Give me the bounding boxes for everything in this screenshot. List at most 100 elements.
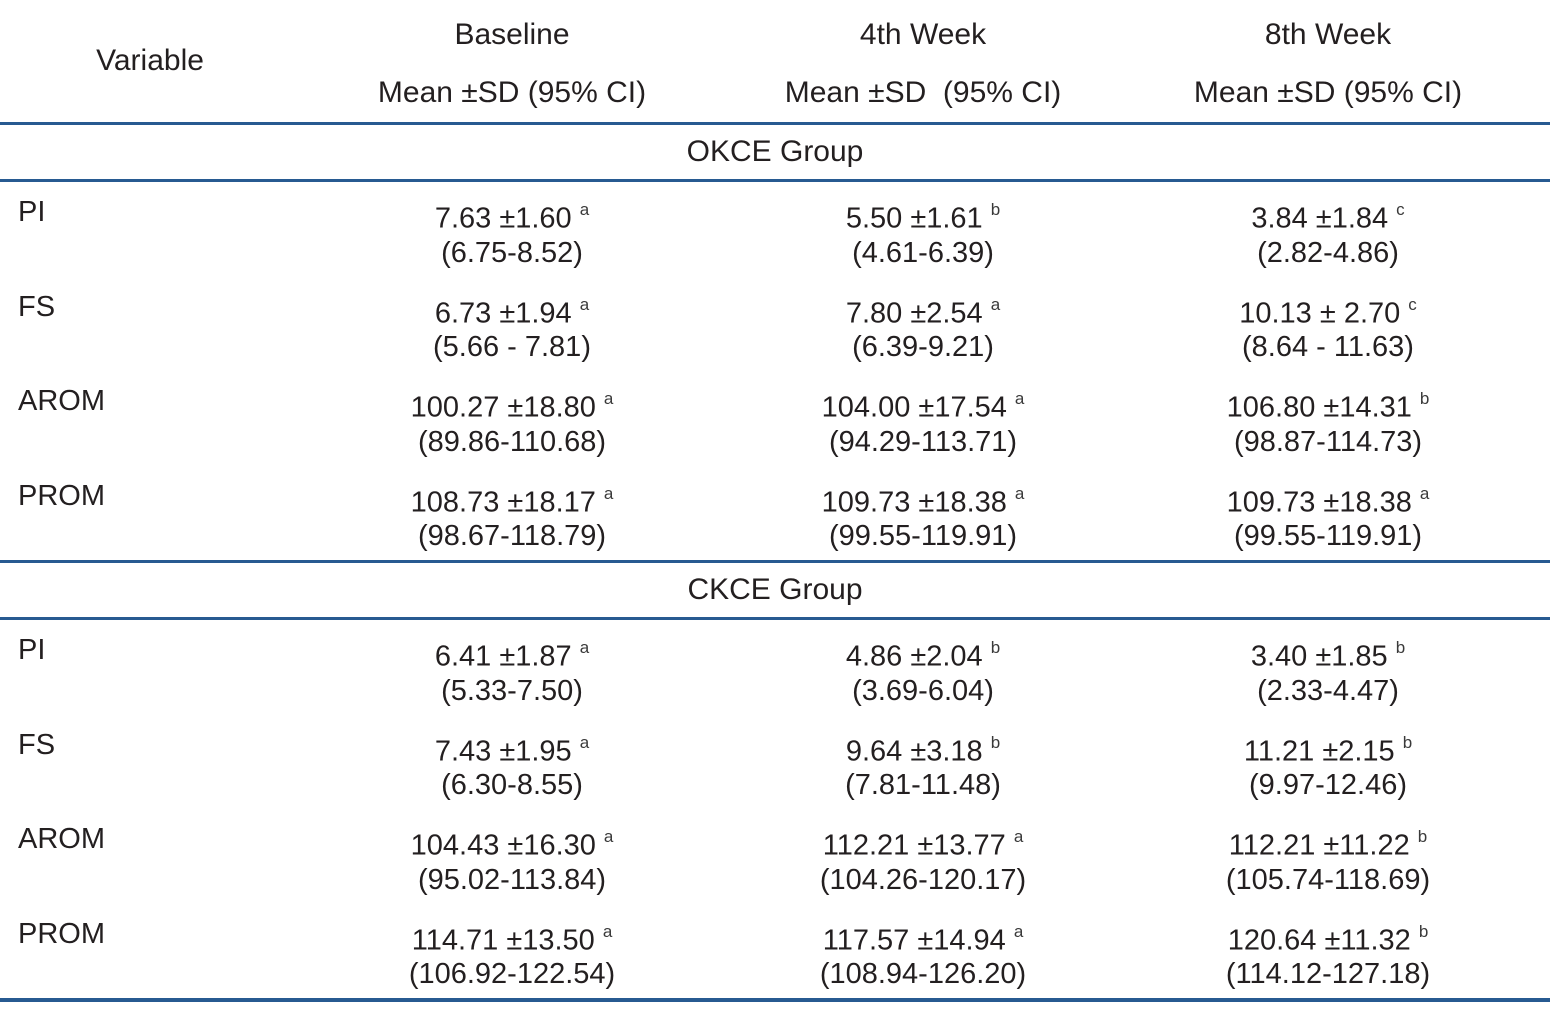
table-cell: 7.43 ±1.95 a (6.30-8.55): [300, 728, 724, 810]
mean-value: 112.21 ±11.22: [1228, 829, 1410, 862]
confidence-interval: (89.86-110.68): [417, 425, 607, 458]
confidence-interval: (5.66 - 7.81): [433, 331, 591, 364]
confidence-interval: (4.61-6.39): [852, 236, 994, 269]
horizontal-rule: [0, 560, 1550, 563]
column-subtitle: Mean ±SD (95% CI): [784, 76, 1062, 109]
table-header-row: Variable Baseline Mean ±SD (95% CI) 4th …: [0, 0, 1550, 122]
significance-superscript: b: [1419, 389, 1430, 408]
row-label: FS: [18, 290, 56, 323]
confidence-interval: (98.87-114.73): [1233, 425, 1423, 458]
table-cell: 112.21 ±11.22 b (105.74-118.69): [1122, 822, 1534, 904]
column-header-baseline: Baseline Mean ±SD (95% CI): [300, 0, 724, 122]
table-row: AROM 104.43 ±16.30 a (95.02-113.84) 112.2…: [0, 809, 1550, 904]
table-cell: 100.27 ±18.80 a (89.86-110.68): [300, 384, 724, 466]
table-cell: 6.41 ±1.87 a (5.33-7.50): [300, 633, 724, 715]
mean-value: 4.86 ±2.04: [845, 640, 983, 673]
table-cell: 6.73 ±1.94 a (5.66 - 7.81): [300, 290, 724, 372]
table-row: FS 7.43 ±1.95 a (6.30-8.55) 9.64 ±3.18 b (…: [0, 715, 1550, 810]
table-cell: 10.13 ± 2.70 c (8.64 - 11.63): [1122, 290, 1534, 372]
confidence-interval: (6.39-9.21): [852, 331, 994, 364]
confidence-interval: (9.97-12.46): [1249, 769, 1407, 802]
mean-value: 7.43 ±1.95: [434, 735, 572, 768]
column-title: 8th Week: [1264, 18, 1392, 51]
significance-superscript: a: [1013, 827, 1024, 846]
confidence-interval: (94.29-113.71): [828, 425, 1018, 458]
table-cell: 120.64 ±11.32 b (114.12-127.18): [1122, 917, 1534, 999]
confidence-interval: (6.75-8.52): [441, 236, 583, 269]
mean-value: 3.84 ±1.84: [1251, 202, 1389, 235]
confidence-interval: (99.55-119.91): [1233, 520, 1423, 553]
mean-value: 7.63 ±1.60: [434, 202, 572, 235]
group-body-okce: PI 7.63 ±1.60 a (6.75-8.52) 5.50 ±1.61 b (…: [0, 182, 1550, 560]
table-cell: 7.80 ±2.54 a (6.39-9.21): [724, 290, 1122, 372]
mean-value: 106.80 ±14.31: [1226, 391, 1412, 424]
column-title: Baseline: [454, 18, 570, 51]
table-cell: 11.21 ±2.15 b (9.97-12.46): [1122, 728, 1534, 810]
confidence-interval: (95.02-113.84): [417, 863, 607, 896]
significance-superscript: b: [1417, 827, 1428, 846]
significance-superscript: c: [1396, 200, 1405, 219]
significance-superscript: b: [1418, 921, 1429, 941]
table-cell: 4.86 ±2.04 b (3.69-6.04): [724, 633, 1122, 715]
mean-value: 120.64 ±11.32: [1227, 924, 1411, 957]
mean-value: 104.00 ±17.54: [821, 391, 1007, 424]
table-row: PROM 114.71 ±13.50 a (106.92-122.54) 117.…: [0, 904, 1550, 999]
group-header-ckce: CKCE Group: [687, 573, 863, 606]
mean-value: 10.13 ± 2.70: [1239, 297, 1401, 330]
row-label: AROM: [18, 385, 105, 417]
mean-value: 109.73 ±18.38: [821, 486, 1007, 519]
table-row: PI 7.63 ±1.60 a (6.75-8.52) 5.50 ±1.61 b (…: [0, 182, 1550, 277]
significance-superscript: a: [579, 732, 590, 752]
confidence-interval: (105.74-118.69): [1225, 863, 1431, 896]
table-cell: 3.40 ±1.85 b (2.33-4.47): [1122, 633, 1534, 715]
significance-superscript: b: [1402, 732, 1413, 752]
mean-value: 117.57 ±14.94: [822, 924, 1006, 957]
significance-superscript: a: [579, 294, 590, 314]
confidence-interval: (2.33-4.47): [1257, 674, 1399, 707]
mean-value: 7.80 ±2.54: [845, 297, 983, 330]
horizontal-rule: [0, 179, 1550, 182]
significance-superscript: c: [1408, 294, 1417, 314]
column-header-4th-week: 4th Week Mean ±SD (95% CI): [724, 0, 1122, 122]
mean-value: 3.40 ±1.85: [1250, 640, 1388, 673]
confidence-interval: (7.81-11.48): [845, 769, 1001, 802]
table-row: PI 6.41 ±1.87 a (5.33-7.50) 4.86 ±2.04 b (…: [0, 620, 1550, 715]
significance-superscript: a: [1014, 389, 1025, 408]
table-cell: 109.73 ±18.38 a (99.55-119.91): [724, 479, 1122, 561]
significance-superscript: b: [990, 638, 1001, 657]
confidence-interval: (99.55-119.91): [828, 520, 1018, 553]
significance-superscript: a: [579, 638, 590, 657]
column-header-8th-week: 8th Week Mean ±SD (95% CI): [1122, 0, 1534, 122]
row-label: AROM: [18, 823, 105, 855]
column-subtitle: Mean ±SD (95% CI): [377, 76, 647, 109]
table-cell: 108.73 ±18.17 a (98.67-118.79): [300, 479, 724, 561]
confidence-interval: (114.12-127.18): [1225, 958, 1431, 991]
table-cell: 104.43 ±16.30 a (95.02-113.84): [300, 822, 724, 904]
confidence-interval: (6.30-8.55): [441, 769, 583, 802]
table-cell: 5.50 ±1.61 b (4.61-6.39): [724, 195, 1122, 277]
table-cell: 117.57 ±14.94 a (108.94-126.20): [724, 917, 1122, 999]
table-row: PROM 108.73 ±18.17 a (98.67-118.79) 109.7…: [0, 466, 1550, 561]
confidence-interval: (98.67-118.79): [417, 520, 607, 553]
significance-superscript: a: [1014, 483, 1025, 503]
horizontal-rule: [0, 122, 1550, 125]
mean-value: 104.43 ±16.30: [410, 829, 596, 862]
row-label: PI: [18, 634, 46, 666]
table-row: AROM 100.27 ±18.80 a (89.86-110.68) 104.0…: [0, 371, 1550, 466]
significance-superscript: a: [603, 483, 614, 503]
mean-value: 112.21 ±13.77: [822, 829, 1006, 862]
significance-superscript: a: [1013, 921, 1024, 941]
significance-superscript: a: [1419, 483, 1430, 503]
mean-value: 5.50 ±1.61: [845, 202, 983, 235]
significance-superscript: a: [603, 389, 614, 408]
table-cell: 3.84 ±1.84 c (2.82-4.86): [1122, 195, 1534, 277]
group-body-ckce: PI 6.41 ±1.87 a (5.33-7.50) 4.86 ±2.04 b (…: [0, 620, 1550, 998]
table-row: FS 6.73 ±1.94 a (5.66 - 7.81) 7.80 ±2.54 a…: [0, 277, 1550, 372]
significance-superscript: b: [990, 732, 1001, 752]
table-cell: 114.71 ±13.50 a (106.92-122.54): [300, 917, 724, 999]
row-label: PROM: [18, 917, 105, 950]
mean-value: 9.64 ±3.18: [845, 735, 983, 768]
confidence-interval: (3.69-6.04): [852, 674, 994, 707]
significance-superscript: b: [990, 200, 1001, 219]
confidence-interval: (2.82-4.86): [1257, 236, 1399, 269]
